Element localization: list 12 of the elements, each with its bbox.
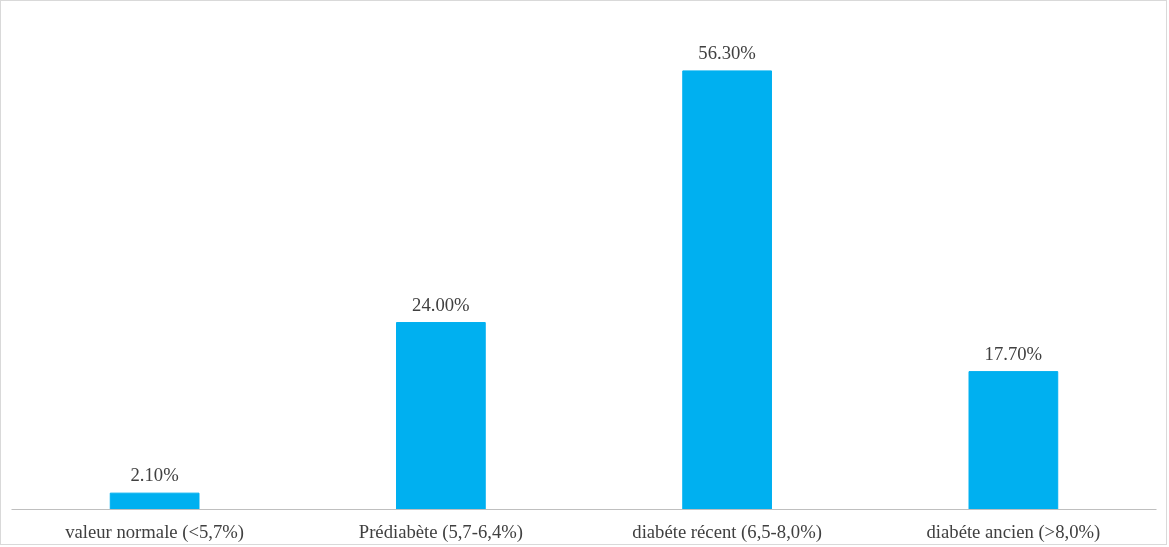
- data-label: 17.70%: [984, 342, 1043, 364]
- bar: [109, 492, 200, 510]
- bar: [682, 70, 772, 510]
- data-label: 2.10%: [130, 464, 179, 486]
- bar: [968, 371, 1059, 510]
- x-tick-label: diabéte ancien (>8,0%): [926, 520, 1101, 543]
- x-tick-label: Prédiabète (5,7-6,4%): [358, 520, 523, 543]
- x-tick-label: valeur normale (<5,7%): [65, 520, 245, 543]
- data-label: 56.30%: [698, 41, 756, 63]
- data-label: 24.00%: [412, 293, 470, 315]
- x-tick-label: diabéte récent (6,5-8,0%): [632, 520, 822, 543]
- bar: [396, 322, 486, 510]
